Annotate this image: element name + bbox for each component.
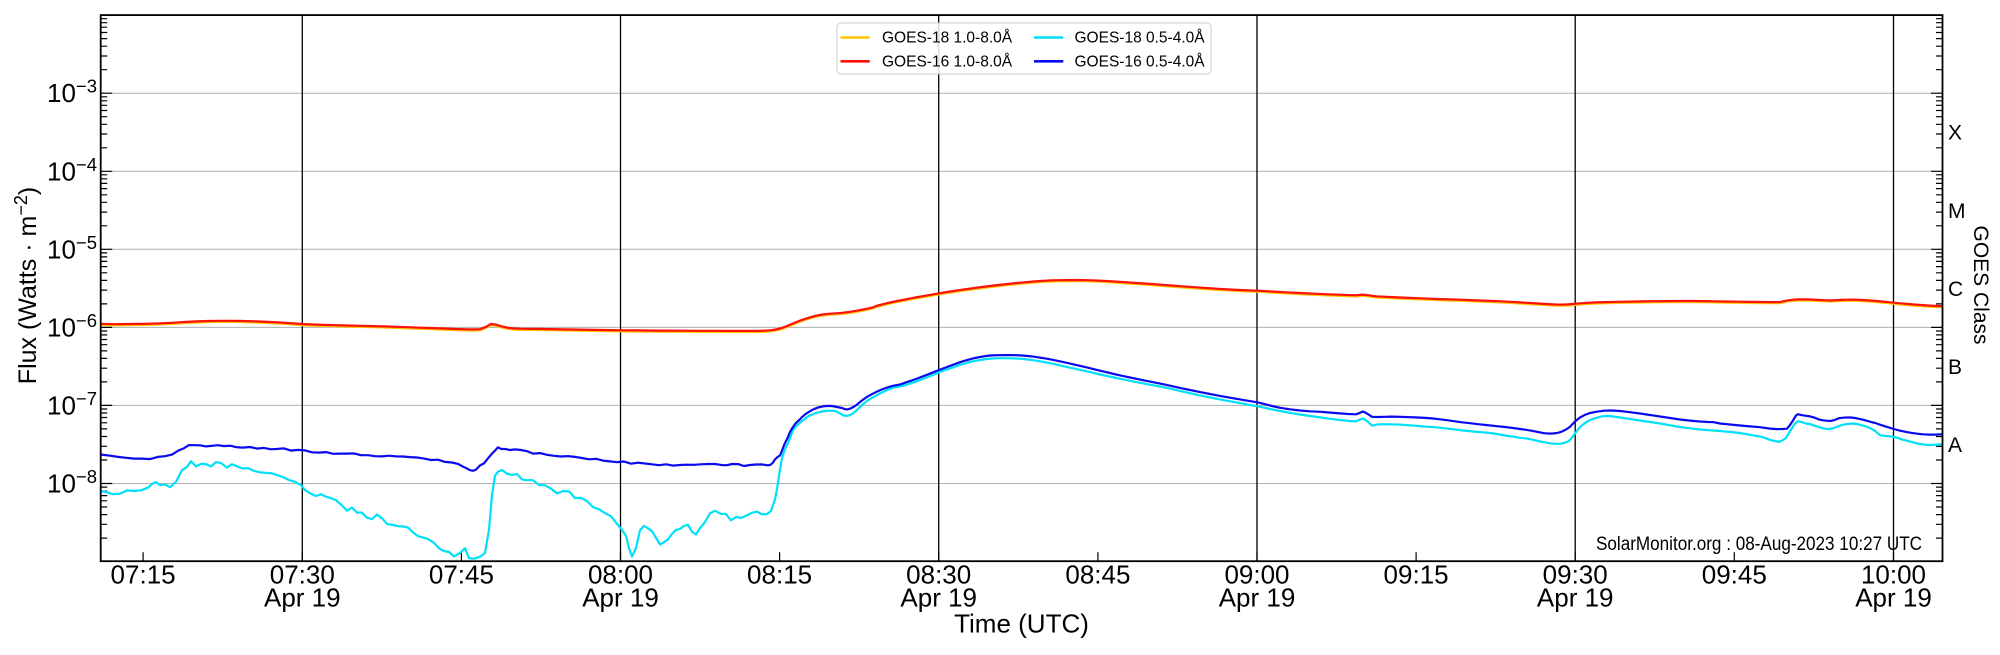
svg-text:GOES-18 0.5-4.0Å: GOES-18 0.5-4.0Å — [1075, 30, 1206, 47]
svg-text:Apr 19: Apr 19 — [264, 583, 341, 613]
svg-text:08:45: 08:45 — [1065, 560, 1130, 590]
svg-text:08:00: 08:00 — [588, 560, 653, 590]
svg-text:GOES-16 0.5-4.0Å: GOES-16 0.5-4.0Å — [1075, 53, 1206, 70]
svg-text:X: X — [1948, 122, 1962, 145]
svg-text:Apr 19: Apr 19 — [1855, 583, 1932, 613]
svg-text:Apr 19: Apr 19 — [582, 583, 659, 613]
svg-text:08:15: 08:15 — [747, 560, 812, 590]
svg-text:09:30: 09:30 — [1543, 560, 1608, 590]
svg-text:Apr 19: Apr 19 — [900, 583, 977, 613]
svg-text:07:30: 07:30 — [270, 560, 335, 590]
svg-text:09:00: 09:00 — [1224, 560, 1289, 590]
svg-text:Apr 19: Apr 19 — [1219, 583, 1296, 613]
svg-text:GOES Class: GOES Class — [1969, 225, 1992, 344]
svg-text:B: B — [1948, 356, 1962, 379]
svg-text:GOES-16 1.0-8.0Å: GOES-16 1.0-8.0Å — [882, 53, 1013, 70]
svg-text:Time (UTC): Time (UTC) — [954, 609, 1089, 639]
svg-text:SolarMonitor.org : 08-Aug-2023: SolarMonitor.org : 08-Aug-2023 10:27 UTC — [1596, 534, 1922, 555]
svg-text:07:45: 07:45 — [429, 560, 494, 590]
svg-text:08:30: 08:30 — [906, 560, 971, 590]
svg-text:09:45: 09:45 — [1702, 560, 1767, 590]
svg-text:A: A — [1948, 434, 1962, 457]
svg-text:GOES-18 1.0-8.0Å: GOES-18 1.0-8.0Å — [882, 30, 1013, 47]
svg-text:07:15: 07:15 — [111, 560, 176, 590]
svg-text:Flux (Watts · m−2): Flux (Watts · m−2) — [11, 187, 42, 384]
svg-text:C: C — [1948, 278, 1963, 301]
svg-text:10:00: 10:00 — [1861, 560, 1926, 590]
svg-text:09:15: 09:15 — [1384, 560, 1449, 590]
svg-text:M: M — [1948, 200, 1966, 223]
svg-text:Apr 19: Apr 19 — [1537, 583, 1614, 613]
